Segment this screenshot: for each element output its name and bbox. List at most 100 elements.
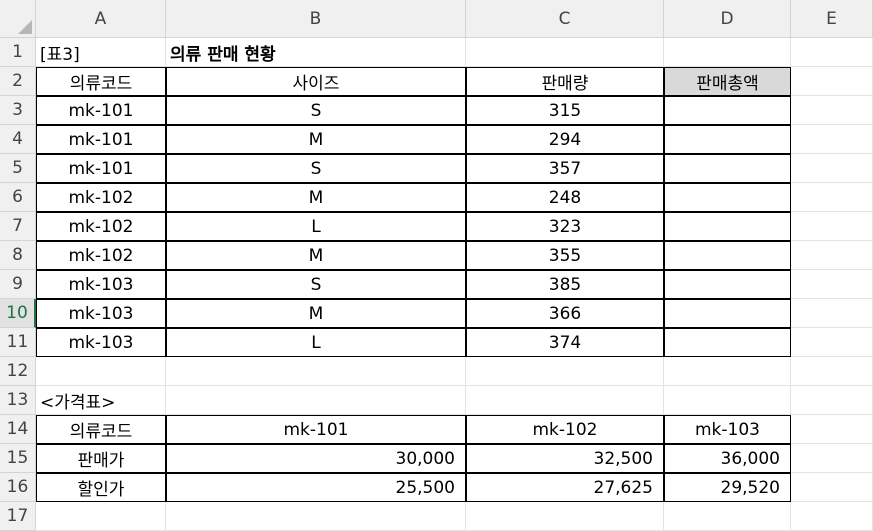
grid-cell[interactable] [664, 38, 791, 67]
grid-cell[interactable] [166, 357, 466, 386]
grid-cell[interactable] [166, 386, 466, 415]
sales-cell[interactable]: mk-103 [36, 270, 166, 299]
row-header-7[interactable]: 7 [0, 212, 36, 241]
sales-cell[interactable]: L [166, 212, 466, 241]
grid-cell[interactable] [791, 415, 873, 444]
sales-cell[interactable] [664, 183, 791, 212]
row-header-9[interactable]: 9 [0, 270, 36, 299]
row-header-12[interactable]: 12 [0, 357, 36, 386]
sales-cell[interactable]: M [166, 125, 466, 154]
sales-cell[interactable]: M [166, 183, 466, 212]
sales-cell[interactable]: mk-102 [36, 183, 166, 212]
price-header-label[interactable]: 의류코드 [36, 415, 166, 444]
sales-cell[interactable] [664, 241, 791, 270]
sales-cell[interactable] [664, 96, 791, 125]
grid-cell[interactable] [791, 154, 873, 183]
sales-cell[interactable]: mk-103 [36, 328, 166, 357]
sales-header-4[interactable]: 판매총액 [664, 67, 791, 96]
grid-cell[interactable] [166, 502, 466, 531]
row-header-17[interactable]: 17 [0, 502, 36, 531]
sales-cell[interactable]: mk-101 [36, 154, 166, 183]
price-row-label[interactable]: 판매가 [36, 444, 166, 473]
sales-cell[interactable]: mk-103 [36, 299, 166, 328]
row-header-11[interactable]: 11 [0, 328, 36, 357]
sales-cell[interactable]: S [166, 154, 466, 183]
sales-cell[interactable] [664, 154, 791, 183]
sales-cell[interactable] [664, 212, 791, 241]
sales-cell[interactable]: mk-102 [36, 241, 166, 270]
grid-cell[interactable] [791, 473, 873, 502]
sales-cell[interactable]: mk-101 [36, 96, 166, 125]
grid-cell[interactable] [791, 241, 873, 270]
price-table-title[interactable]: <가격표> [36, 386, 166, 415]
price-code-1[interactable]: mk-101 [166, 415, 466, 444]
sales-cell[interactable] [664, 270, 791, 299]
price-value[interactable]: 25,500 [166, 473, 466, 502]
price-value[interactable]: 30,000 [166, 444, 466, 473]
sales-cell[interactable]: 315 [466, 96, 664, 125]
row-header-4[interactable]: 4 [0, 125, 36, 154]
grid-cell[interactable] [791, 502, 873, 531]
select-all-corner[interactable] [0, 0, 36, 38]
grid-cell[interactable] [791, 67, 873, 96]
sales-cell[interactable]: S [166, 96, 466, 125]
cell-a1-table-label[interactable]: [표3] [36, 38, 166, 67]
sales-cell[interactable] [664, 299, 791, 328]
sales-cell[interactable]: 294 [466, 125, 664, 154]
sales-cell[interactable]: M [166, 299, 466, 328]
row-header-6[interactable]: 6 [0, 183, 36, 212]
price-value[interactable]: 27,625 [466, 473, 664, 502]
grid-cell[interactable] [466, 357, 664, 386]
cell-b1-title[interactable]: 의류 판매 현황 [166, 38, 466, 67]
sales-cell[interactable]: 355 [466, 241, 664, 270]
sales-cell[interactable]: M [166, 241, 466, 270]
grid-cell[interactable] [664, 357, 791, 386]
sales-cell[interactable] [664, 328, 791, 357]
row-header-8[interactable]: 8 [0, 241, 36, 270]
grid-cell[interactable] [791, 212, 873, 241]
grid-cell[interactable] [664, 502, 791, 531]
sales-header-3[interactable]: 판매량 [466, 67, 664, 96]
sales-cell[interactable]: 248 [466, 183, 664, 212]
price-value[interactable]: 32,500 [466, 444, 664, 473]
price-value[interactable]: 29,520 [664, 473, 791, 502]
grid-cell[interactable] [791, 270, 873, 299]
sales-cell[interactable]: 366 [466, 299, 664, 328]
grid-cell[interactable] [791, 125, 873, 154]
sales-header-1[interactable]: 의류코드 [36, 67, 166, 96]
sales-cell[interactable] [664, 125, 791, 154]
grid-cell[interactable] [791, 299, 873, 328]
sales-cell[interactable]: mk-101 [36, 125, 166, 154]
grid-cell[interactable] [791, 183, 873, 212]
sales-header-2[interactable]: 사이즈 [166, 67, 466, 96]
column-header-c[interactable]: C [466, 0, 664, 38]
sales-cell[interactable]: 357 [466, 154, 664, 183]
grid-cell[interactable] [664, 386, 791, 415]
sales-cell[interactable]: L [166, 328, 466, 357]
row-header-1[interactable]: 1 [0, 38, 36, 67]
price-code-3[interactable]: mk-103 [664, 415, 791, 444]
column-header-a[interactable]: A [36, 0, 166, 38]
sales-cell[interactable]: 323 [466, 212, 664, 241]
grid-cell[interactable] [36, 502, 166, 531]
grid-cell[interactable] [791, 357, 873, 386]
grid-cell[interactable] [36, 357, 166, 386]
row-header-14[interactable]: 14 [0, 415, 36, 444]
sales-cell[interactable]: 374 [466, 328, 664, 357]
row-header-2[interactable]: 2 [0, 67, 36, 96]
price-code-2[interactable]: mk-102 [466, 415, 664, 444]
sales-cell[interactable]: mk-102 [36, 212, 166, 241]
price-value[interactable]: 36,000 [664, 444, 791, 473]
column-header-e[interactable]: E [791, 0, 873, 38]
row-header-5[interactable]: 5 [0, 154, 36, 183]
grid-cell[interactable] [791, 96, 873, 125]
grid-cell[interactable] [466, 38, 664, 67]
sales-cell[interactable]: 385 [466, 270, 664, 299]
sales-cell[interactable]: S [166, 270, 466, 299]
grid-cell[interactable] [791, 444, 873, 473]
row-header-10[interactable]: 10 [0, 299, 36, 328]
grid-cell[interactable] [791, 38, 873, 67]
price-row-label[interactable]: 할인가 [36, 473, 166, 502]
grid-cell[interactable] [791, 386, 873, 415]
